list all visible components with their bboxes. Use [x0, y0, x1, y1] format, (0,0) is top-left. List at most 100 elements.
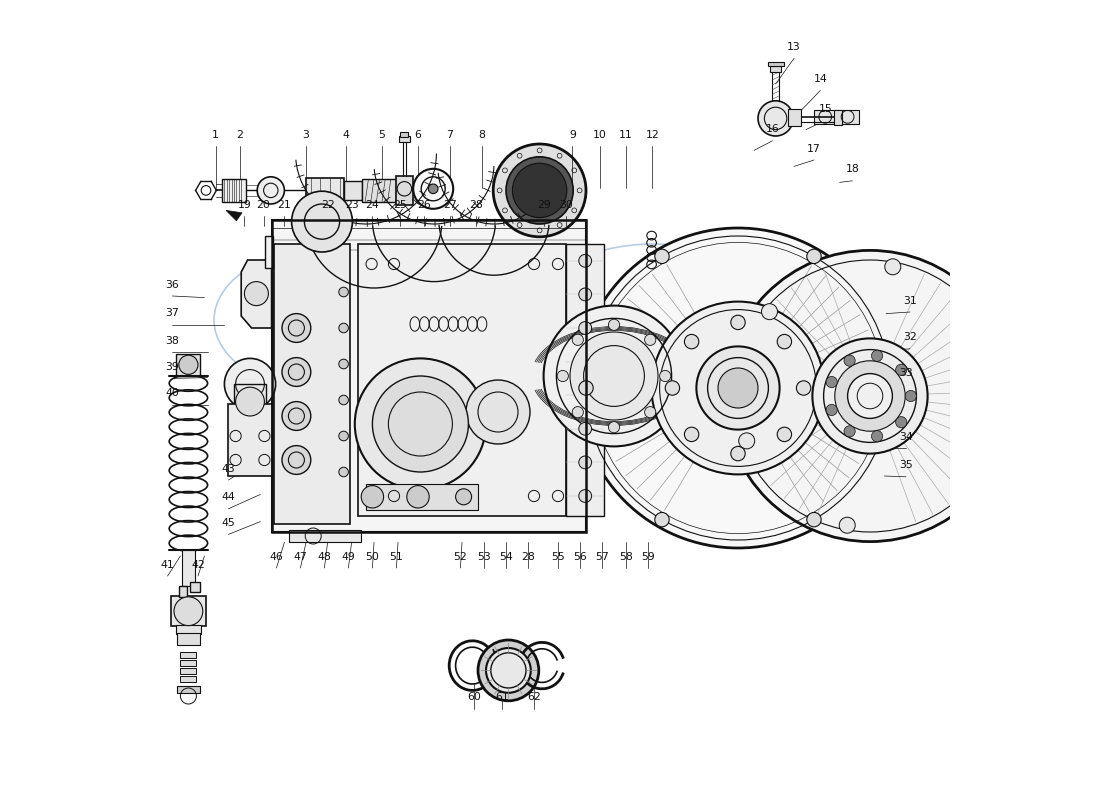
Text: 52: 52 — [453, 552, 468, 562]
Circle shape — [572, 406, 583, 418]
Bar — [344, 181, 362, 200]
Circle shape — [905, 390, 916, 402]
Circle shape — [739, 433, 755, 449]
Text: 46: 46 — [270, 552, 284, 562]
Circle shape — [339, 323, 349, 333]
Circle shape — [1018, 327, 1037, 346]
Bar — [180, 652, 197, 658]
Text: 8: 8 — [478, 130, 485, 140]
Circle shape — [282, 446, 311, 474]
Circle shape — [224, 358, 276, 410]
Text: 37: 37 — [165, 309, 179, 318]
Bar — [222, 179, 246, 202]
Text: 25: 25 — [393, 200, 407, 210]
Circle shape — [839, 518, 855, 534]
Circle shape — [684, 427, 699, 442]
Polygon shape — [226, 210, 242, 221]
Circle shape — [871, 430, 882, 442]
Text: 54: 54 — [499, 552, 513, 562]
Circle shape — [696, 346, 780, 430]
Circle shape — [466, 380, 530, 444]
Circle shape — [579, 490, 592, 502]
Circle shape — [684, 334, 699, 349]
Bar — [358, 244, 566, 516]
Text: 18: 18 — [846, 164, 859, 174]
Circle shape — [608, 422, 619, 433]
Circle shape — [282, 402, 311, 430]
Circle shape — [355, 358, 486, 490]
Circle shape — [578, 228, 898, 548]
Text: 61: 61 — [495, 692, 509, 702]
Circle shape — [407, 486, 429, 508]
Text: 31: 31 — [903, 296, 917, 306]
Text: 19: 19 — [238, 200, 251, 210]
Circle shape — [478, 640, 539, 701]
Circle shape — [884, 258, 901, 274]
Polygon shape — [241, 260, 272, 328]
Circle shape — [778, 427, 792, 442]
Circle shape — [339, 395, 349, 405]
Circle shape — [718, 368, 758, 408]
Text: eurospares: eurospares — [263, 308, 421, 332]
Text: 40: 40 — [165, 388, 179, 398]
Text: 47: 47 — [294, 552, 307, 562]
Bar — [228, 404, 273, 476]
Text: 51: 51 — [389, 552, 404, 562]
Text: 26: 26 — [417, 200, 430, 210]
Text: 20: 20 — [256, 200, 271, 210]
Bar — [400, 132, 408, 137]
Bar — [170, 596, 206, 626]
Circle shape — [235, 387, 264, 416]
Circle shape — [282, 358, 311, 386]
Circle shape — [513, 163, 566, 218]
Circle shape — [848, 374, 892, 418]
Circle shape — [826, 404, 837, 415]
Text: 21: 21 — [277, 200, 292, 210]
Text: 24: 24 — [365, 200, 380, 210]
Circle shape — [579, 355, 592, 368]
Text: 36: 36 — [165, 279, 179, 290]
Circle shape — [570, 332, 658, 420]
Text: 10: 10 — [593, 130, 606, 140]
Text: 44: 44 — [221, 492, 235, 502]
Circle shape — [1018, 289, 1037, 308]
Text: eurospares: eurospares — [575, 308, 733, 332]
Circle shape — [373, 376, 469, 472]
Circle shape — [558, 370, 569, 382]
Circle shape — [1018, 442, 1037, 462]
Text: 33: 33 — [899, 367, 913, 378]
Bar — [366, 484, 478, 510]
Bar — [265, 236, 273, 268]
Text: 29: 29 — [537, 200, 550, 210]
Text: 16: 16 — [766, 124, 779, 134]
Circle shape — [179, 355, 198, 374]
Bar — [176, 625, 201, 634]
Circle shape — [895, 364, 906, 375]
Bar — [177, 633, 199, 645]
Circle shape — [761, 304, 778, 320]
Text: 49: 49 — [341, 552, 355, 562]
Circle shape — [806, 513, 822, 527]
Text: 53: 53 — [477, 552, 492, 562]
Text: 50: 50 — [365, 552, 380, 562]
Circle shape — [871, 350, 882, 362]
Text: 56: 56 — [573, 552, 587, 562]
Circle shape — [1018, 404, 1037, 423]
Bar — [182, 550, 195, 586]
Circle shape — [725, 250, 1015, 542]
Text: 41: 41 — [161, 560, 175, 570]
Text: 27: 27 — [443, 200, 456, 210]
Text: 23: 23 — [344, 200, 359, 210]
Text: 15: 15 — [820, 104, 833, 114]
Circle shape — [244, 282, 268, 306]
Bar — [179, 586, 187, 597]
Circle shape — [962, 472, 979, 488]
Circle shape — [758, 101, 793, 136]
Bar — [399, 136, 410, 142]
Circle shape — [835, 361, 905, 431]
Text: 35: 35 — [899, 461, 913, 470]
Bar — [176, 354, 200, 376]
Text: 32: 32 — [903, 333, 917, 342]
Bar — [814, 110, 836, 124]
Circle shape — [339, 431, 349, 441]
